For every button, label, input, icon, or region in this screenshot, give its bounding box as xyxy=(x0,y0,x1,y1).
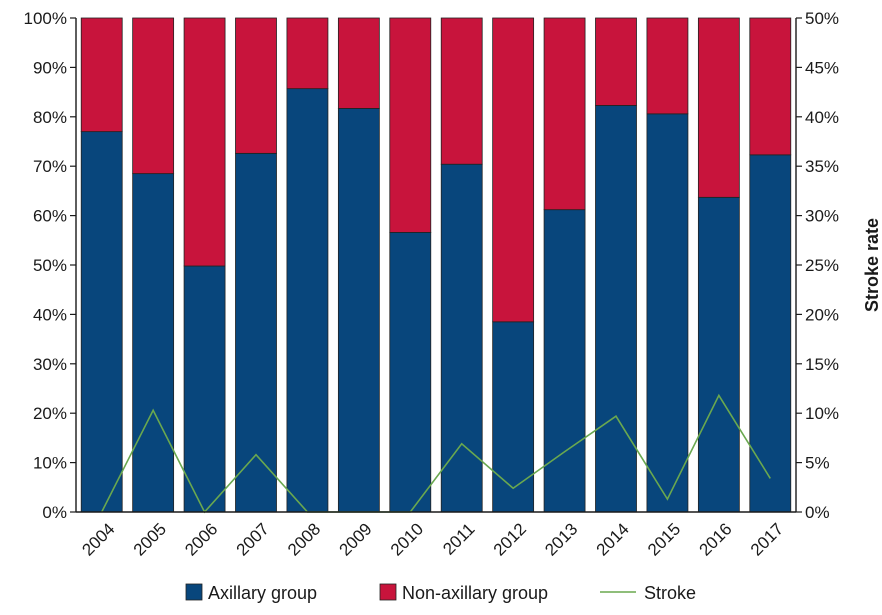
x-tick-label: 2010 xyxy=(387,519,427,559)
x-tick-label: 2012 xyxy=(490,519,530,559)
x-tick-label: 2009 xyxy=(336,519,376,559)
x-tick-label: 2007 xyxy=(233,519,273,559)
bars xyxy=(80,17,792,513)
right-tick-label: 20% xyxy=(805,305,839,324)
legend-axillary-swatch xyxy=(185,583,203,601)
right-tick-label: 0% xyxy=(805,503,830,522)
legend-non-axillary-swatch xyxy=(379,583,397,601)
bar-axillary-2004 xyxy=(80,131,123,513)
left-tick-label: 20% xyxy=(33,404,67,423)
bar-axillary-2012 xyxy=(492,321,535,513)
left-tick-label: 100% xyxy=(24,9,67,28)
left-tick-label: 60% xyxy=(33,207,67,226)
bar-non-axillary-2017 xyxy=(749,17,792,156)
bar-axillary-2006 xyxy=(183,265,226,513)
legend-stroke: Stroke xyxy=(600,583,696,603)
right-axis-title: Stroke rate xyxy=(862,218,882,312)
bar-non-axillary-2016 xyxy=(697,17,740,198)
x-tick-label: 2005 xyxy=(130,519,170,559)
bar-non-axillary-2015 xyxy=(646,17,689,115)
bar-axillary-2015 xyxy=(646,113,689,513)
left-tick-label: 10% xyxy=(33,454,67,473)
left-tick-label: 0% xyxy=(42,503,67,522)
x-tick-label: 2017 xyxy=(747,519,787,559)
left-tick-label: 40% xyxy=(33,305,67,324)
bar-non-axillary-2007 xyxy=(235,17,277,154)
left-tick-label: 90% xyxy=(33,58,67,77)
legend-non-axillary: Non-axillary group xyxy=(379,583,548,603)
x-tick-label: 2015 xyxy=(644,519,684,559)
x-axis-ticks: 2004 2005 2006 2007 2008 2009 2010 2011 2012 2013… xyxy=(78,519,787,559)
legend: Axillary group Non-axillary group Stroke xyxy=(185,583,696,603)
x-tick-label: 2008 xyxy=(284,519,324,559)
bar-non-axillary-2010 xyxy=(389,17,432,233)
x-tick-label: 2006 xyxy=(181,519,221,559)
bar-non-axillary-2008 xyxy=(286,17,329,90)
legend-stroke-label: Stroke xyxy=(644,583,696,603)
x-tick-label: 2016 xyxy=(696,519,736,559)
right-tick-label: 45% xyxy=(805,58,839,77)
x-tick-label: 2014 xyxy=(593,519,633,559)
bar-non-axillary-2004 xyxy=(80,17,123,133)
bar-non-axillary-2014 xyxy=(595,17,637,106)
left-tick-label: 70% xyxy=(33,157,67,176)
bar-axillary-2007 xyxy=(235,152,277,513)
bar-axillary-2011 xyxy=(440,163,483,513)
legend-axillary: Axillary group xyxy=(185,583,317,603)
right-tick-label: 5% xyxy=(805,454,830,473)
x-tick-label: 2004 xyxy=(78,519,118,559)
legend-non-axillary-label: Non-axillary group xyxy=(402,583,548,603)
bar-non-axillary-2009 xyxy=(337,17,380,109)
right-tick-label: 50% xyxy=(805,9,839,28)
left-axis-ticks: 0% 10% 20% 30% 40% 50% 60% 70% 80% 90% 100% xyxy=(24,9,76,522)
x-tick-label: 2013 xyxy=(541,519,581,559)
left-tick-label: 30% xyxy=(33,355,67,374)
legend-axillary-label: Axillary group xyxy=(208,583,317,603)
stroke-line-series xyxy=(101,393,771,514)
right-tick-label: 30% xyxy=(805,207,839,226)
bar-axillary-2005 xyxy=(132,173,175,513)
bar-axillary-2009 xyxy=(337,108,380,513)
axes xyxy=(75,18,797,513)
right-tick-label: 10% xyxy=(805,404,839,423)
bar-axillary-2010 xyxy=(389,231,432,513)
bar-axillary-2017 xyxy=(749,154,792,513)
bar-axillary-2013 xyxy=(543,209,586,513)
right-tick-label: 15% xyxy=(805,355,839,374)
bar-non-axillary-2013 xyxy=(543,17,586,211)
left-tick-label: 80% xyxy=(33,108,67,127)
bar-non-axillary-2012 xyxy=(492,17,535,323)
right-tick-label: 40% xyxy=(805,108,839,127)
x-tick-label: 2011 xyxy=(439,519,478,558)
bar-non-axillary-2005 xyxy=(132,17,175,175)
bar-axillary-2016 xyxy=(697,196,740,513)
bar-axillary-2014 xyxy=(595,105,637,513)
bar-non-axillary-2011 xyxy=(440,17,483,165)
bar-axillary-2008 xyxy=(286,88,329,513)
right-tick-label: 35% xyxy=(805,157,839,176)
bar-non-axillary-2006 xyxy=(183,17,226,267)
stroke-line xyxy=(101,393,771,514)
right-axis-ticks: 0% 5% 10% 15% 20% 25% 30% 35% 40% 45% 50% xyxy=(796,9,839,522)
right-tick-label: 25% xyxy=(805,256,839,275)
left-tick-label: 50% xyxy=(33,256,67,275)
